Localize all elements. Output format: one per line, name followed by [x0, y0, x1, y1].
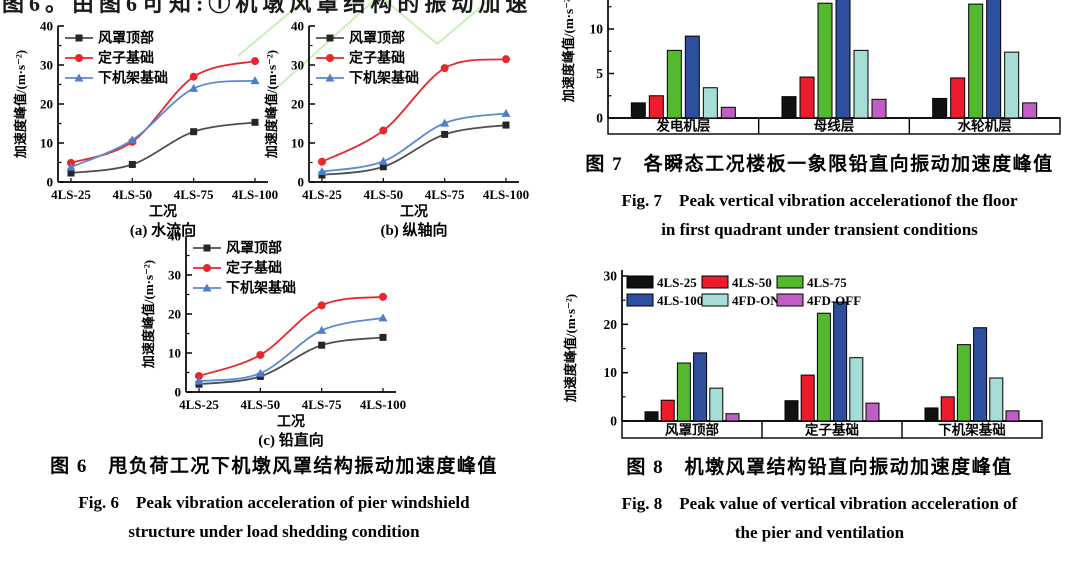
svg-text:4LS-50: 4LS-50 — [363, 187, 403, 202]
fig6-caption: 图 6 甩负荷工况下机墩风罩结构振动加速度峰值 Fig. 6 Peak vibr… — [0, 451, 548, 551]
svg-text:4LS-75: 4LS-75 — [807, 275, 847, 290]
svg-text:4LS-75: 4LS-75 — [302, 397, 342, 412]
svg-text:0: 0 — [298, 175, 305, 190]
svg-text:10: 10 — [604, 365, 618, 380]
svg-text:4LS-50: 4LS-50 — [732, 275, 772, 290]
svg-text:30: 30 — [291, 58, 304, 73]
svg-text:加速度峰值/(m·s⁻²): 加速度峰值/(m·s⁻²) — [13, 50, 28, 159]
fig6a-line-chart-flow-direction: 0 10 20 30 40 4LS-25 4LS-50 4LS-75 4LS-100 工况(a) … — [13, 19, 278, 240]
svg-text:10: 10 — [590, 22, 604, 37]
svg-text:定子基础: 定子基础 — [226, 260, 282, 277]
fig6b-line-chart-longitudinal-direction: 0 10 20 30 40 4LS-25 4LS-50 4LS-75 4LS-100 工况(b) … — [264, 19, 529, 240]
fig7-caption-zh: 图 7 各瞬态工况楼板一象限铅直向振动加速度峰值 — [585, 154, 1054, 175]
svg-text:4FD-ON: 4FD-ON — [732, 293, 780, 308]
clipped-body-text-content: 图6。由图6可知:①机墩风罩结构的振动加速 — [2, 0, 533, 16]
fig6c-line-chart-vertical-direction: 0 10 20 30 40 4LS-25 4LS-50 4LS-75 4LS-100 工况(c) … — [141, 229, 406, 450]
svg-text:4LS-100: 4LS-100 — [360, 397, 406, 412]
svg-text:定子基础: 定子基础 — [349, 50, 405, 67]
svg-text:定子基础: 定子基础 — [805, 422, 859, 438]
svg-text:20: 20 — [291, 97, 304, 112]
fig6-caption-en-line2: structure under load shedding condition — [128, 522, 420, 541]
svg-text:(b) 纵轴向: (b) 纵轴向 — [380, 221, 447, 239]
svg-text:4LS-100: 4LS-100 — [657, 293, 703, 308]
svg-text:0: 0 — [47, 175, 54, 190]
svg-text:加速度峰值/(m·s⁻²): 加速度峰值/(m·s⁻²) — [141, 260, 156, 369]
svg-text:风罩顶部: 风罩顶部 — [665, 422, 719, 438]
svg-text:水轮机层: 水轮机层 — [958, 118, 1012, 134]
svg-text:风罩顶部: 风罩顶部 — [226, 240, 282, 257]
svg-text:4LS-25: 4LS-25 — [179, 397, 219, 412]
svg-text:4LS-100: 4LS-100 — [232, 187, 278, 202]
svg-text:30: 30 — [604, 269, 618, 284]
svg-text:发电机层: 发电机层 — [655, 118, 710, 134]
fig6-caption-zh: 图 6 甩负荷工况下机墩风罩结构振动加速度峰值 — [50, 456, 498, 477]
svg-text:下机架基础: 下机架基础 — [349, 70, 419, 87]
fig7-caption-en-line1: Fig. 7 Peak vertical vibration accelerat… — [621, 191, 1018, 210]
fig7-caption: 图 7 各瞬态工况楼板一象限铅直向振动加速度峰值 Fig. 7 Peak ver… — [560, 149, 1079, 249]
svg-text:4LS-25: 4LS-25 — [302, 187, 342, 202]
svg-text:加速度峰值/(m·s⁻²): 加速度峰值/(m·s⁻²) — [264, 50, 279, 159]
svg-text:20: 20 — [604, 317, 618, 332]
clipped-body-text: 图6。由图6可知:①机墩风罩结构的振动加速 — [2, 0, 560, 16]
svg-text:0: 0 — [610, 414, 617, 429]
svg-text:20: 20 — [168, 307, 181, 322]
svg-text:40: 40 — [40, 19, 53, 34]
svg-text:0: 0 — [596, 111, 603, 126]
svg-text:母线层: 母线层 — [814, 118, 855, 134]
svg-text:4LS-25: 4LS-25 — [51, 187, 91, 202]
svg-text:4LS-100: 4LS-100 — [483, 187, 529, 202]
svg-text:工况: 工况 — [149, 204, 177, 220]
svg-text:4LS-75: 4LS-75 — [425, 187, 465, 202]
svg-text:加速度峰值/(m·s⁻²): 加速度峰值/(m·s⁻²) — [563, 294, 578, 403]
svg-text:4LS-75: 4LS-75 — [174, 187, 214, 202]
svg-text:5: 5 — [596, 66, 603, 81]
fig7-caption-en-line2: in first quadrant under transient condit… — [661, 220, 978, 239]
svg-text:工况: 工况 — [277, 414, 305, 430]
svg-text:定子基础: 定子基础 — [98, 50, 154, 67]
svg-text:下机架基础: 下机架基础 — [938, 422, 1006, 438]
svg-text:40: 40 — [291, 19, 304, 34]
fig8-bar-chart-pier-vertical-acceleration: 0 10 20 30 加速度峰值/(m·s⁻²) 风罩顶部 定子基础 下机架基础 4LS-25 4… — [563, 269, 1043, 439]
svg-text:30: 30 — [40, 58, 53, 73]
fig6-caption-en-line1: Fig. 6 Peak vibration acceleration of pi… — [78, 493, 470, 512]
svg-text:加速度峰值/(m·s⁻²): 加速度峰值/(m·s⁻²) — [561, 0, 576, 103]
fig8-caption: 图 8 机墩风罩结构铅直向振动加速度峰值 Fig. 8 Peak value o… — [560, 452, 1079, 552]
svg-text:4LS-50: 4LS-50 — [240, 397, 280, 412]
svg-text:0: 0 — [175, 385, 182, 400]
svg-text:工况: 工况 — [400, 204, 428, 220]
svg-text:风罩顶部: 风罩顶部 — [98, 30, 154, 47]
svg-text:(c) 铅直向: (c) 铅直向 — [258, 431, 323, 449]
svg-text:10: 10 — [291, 136, 304, 151]
svg-text:风罩顶部: 风罩顶部 — [349, 30, 405, 47]
svg-text:下机架基础: 下机架基础 — [98, 70, 168, 87]
fig8-caption-zh: 图 8 机墩风罩结构铅直向振动加速度峰值 — [626, 457, 1013, 478]
fig8-caption-en-line1: Fig. 8 Peak value of vertical vibration … — [621, 494, 1018, 513]
svg-text:10: 10 — [168, 346, 181, 361]
fig7-bar-chart-floor-vertical-acceleration: 0 5 10 加速度峰值/(m·s⁻²) 发电机层 母线层 水轮机层 — [561, 0, 1061, 135]
svg-text:40: 40 — [168, 229, 181, 244]
svg-text:4FD-OFF: 4FD-OFF — [807, 293, 861, 308]
svg-text:30: 30 — [168, 268, 181, 283]
svg-text:10: 10 — [40, 136, 53, 151]
svg-text:20: 20 — [40, 97, 53, 112]
svg-text:(a) 水流向: (a) 水流向 — [130, 221, 196, 239]
svg-text:4LS-50: 4LS-50 — [112, 187, 152, 202]
svg-text:下机架基础: 下机架基础 — [226, 280, 296, 297]
fig8-caption-en-line2: the pier and ventilation — [734, 523, 905, 542]
svg-text:4LS-25: 4LS-25 — [657, 275, 697, 290]
